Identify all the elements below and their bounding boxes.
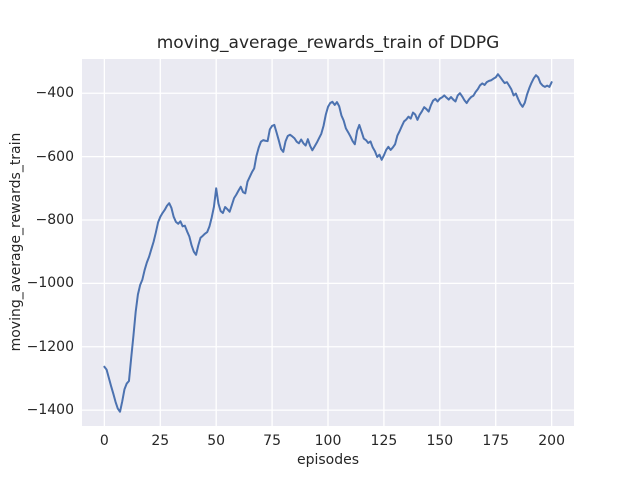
y-tick-label: −1200: [26, 338, 74, 355]
y-tick-label: −400: [35, 85, 74, 102]
y-tick-label: −1400: [26, 402, 74, 419]
chart-line: [103, 73, 553, 413]
x-tick-label: 125: [370, 433, 398, 449]
y-tick-label: −800: [35, 211, 74, 228]
chart-title: moving_average_rewards_train of DDPG: [156, 33, 500, 53]
chart-canvas: [82, 59, 574, 426]
series-moving_average_rewards_train: [103, 73, 553, 413]
x-tick-label: 150: [426, 433, 454, 449]
x-tick-label: 25: [151, 433, 170, 449]
x-axis-label: episodes: [296, 452, 360, 468]
x-tick-label: 100: [314, 433, 342, 449]
y-axis-label: moving_average_rewards_train: [8, 132, 24, 352]
y-tick-label: −600: [35, 148, 74, 165]
gridlines: [82, 59, 574, 426]
x-tick-label: 75: [263, 433, 281, 449]
y-tick-label: −1000: [26, 275, 74, 292]
x-tick-label: 175: [482, 433, 510, 449]
x-tick-label: 50: [207, 433, 226, 449]
plot-area: [82, 59, 574, 426]
x-tick-label: 200: [538, 433, 565, 449]
x-tick-label: 0: [99, 433, 109, 449]
